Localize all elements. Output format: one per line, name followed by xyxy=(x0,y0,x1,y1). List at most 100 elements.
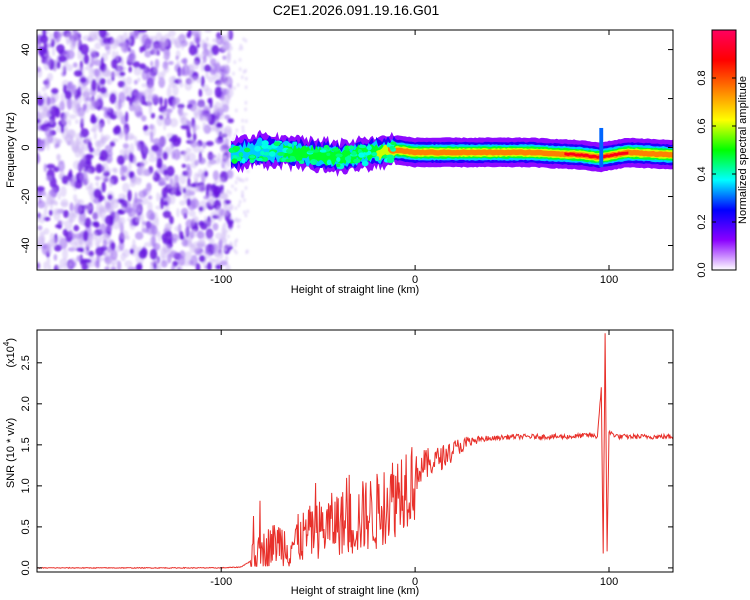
noise-blob xyxy=(80,113,85,124)
noise-blob xyxy=(174,225,182,232)
noise-blob xyxy=(122,165,128,173)
noise-blob xyxy=(95,140,101,152)
signal-speckle xyxy=(249,155,256,159)
noise-blob xyxy=(238,57,242,62)
noise-blob xyxy=(240,75,244,80)
noise-blob xyxy=(56,44,65,53)
noise-blob xyxy=(60,123,65,134)
noise-blob xyxy=(106,51,111,56)
colorbar-tick-label: 0.2 xyxy=(696,214,708,229)
noise-blob xyxy=(38,234,45,247)
noise-blob xyxy=(223,138,227,143)
noise-blob xyxy=(162,55,167,60)
noise-blob xyxy=(214,86,223,98)
noise-blob xyxy=(116,260,122,270)
noise-blob xyxy=(238,218,242,223)
noise-blob xyxy=(166,112,170,119)
noise-blob xyxy=(237,224,241,229)
noise-blob xyxy=(87,255,96,268)
noise-blob xyxy=(148,195,153,200)
noise-blob xyxy=(125,76,133,85)
noise-blob xyxy=(136,143,142,152)
signal-speckle xyxy=(238,151,244,158)
noise-blob xyxy=(192,142,201,153)
noise-blob xyxy=(147,201,153,213)
noise-blob xyxy=(132,208,137,219)
noise-blob xyxy=(140,212,144,224)
noise-blob xyxy=(234,180,238,185)
noise-blob xyxy=(97,84,101,93)
noise-blob xyxy=(100,57,104,68)
noise-blob xyxy=(204,30,213,33)
noise-blob xyxy=(202,141,207,149)
signal-speckle xyxy=(261,140,269,147)
noise-blob xyxy=(211,44,220,56)
noise-blob xyxy=(224,114,231,120)
noise-blob xyxy=(145,38,154,45)
noise-blob xyxy=(119,230,129,240)
noise-blob xyxy=(227,30,231,39)
noise-blob xyxy=(82,258,92,264)
noise-blob xyxy=(241,125,245,130)
signal-speckle xyxy=(351,150,357,156)
noise-blob xyxy=(98,30,107,39)
signal-band xyxy=(564,151,629,159)
noise-blob xyxy=(63,84,67,94)
noise-blob xyxy=(67,262,72,270)
signal-speckle xyxy=(319,149,327,153)
noise-blob xyxy=(147,222,153,230)
noise-blob xyxy=(242,37,246,42)
noise-blob xyxy=(127,217,131,222)
y-tick-label: 0.5 xyxy=(20,519,32,534)
noise-blob xyxy=(164,205,170,212)
noise-blob xyxy=(161,260,168,268)
noise-blob xyxy=(100,106,108,111)
noise-blob xyxy=(90,128,98,132)
snr-y-label: SNR (10 * v/v) xyxy=(5,418,17,488)
noise-blob xyxy=(226,88,230,93)
spectrogram-x-label: Height of straight line (km) xyxy=(291,284,419,296)
noise-blob xyxy=(37,225,43,231)
signal-speckle xyxy=(294,154,300,160)
noise-blob xyxy=(89,182,94,191)
noise-blob xyxy=(120,39,126,50)
noise-blob xyxy=(68,119,72,126)
noise-blob xyxy=(152,259,160,265)
chart-title: C2E1.2026.091.19.16.G01 xyxy=(273,2,440,18)
x-tick-label: 100 xyxy=(600,576,618,588)
noise-blob xyxy=(41,102,50,111)
snr-y-ticks: 0.0 0.5 1.0 1.5 2.0 2.5 xyxy=(20,355,673,576)
noise-blob xyxy=(198,157,206,165)
noise-blob xyxy=(53,208,61,215)
noise-blob xyxy=(172,139,181,147)
noise-blob xyxy=(186,198,191,207)
noise-blob xyxy=(106,246,112,253)
noise-blob xyxy=(166,108,173,114)
signal-speckle xyxy=(353,158,361,164)
noise-blob xyxy=(148,86,153,98)
noise-blob xyxy=(79,158,85,168)
noise-blob xyxy=(117,198,125,204)
noise-blob xyxy=(134,191,138,204)
noise-blob xyxy=(142,197,149,205)
noise-blob xyxy=(205,71,209,80)
noise-blob xyxy=(220,192,229,200)
noise-blob xyxy=(229,227,233,232)
noise-blob xyxy=(203,195,210,200)
noise-blob xyxy=(79,77,87,84)
snr-x-label: Height of straight line (km) xyxy=(291,585,419,597)
snr-scale-text: (x104) xyxy=(2,338,17,368)
noise-blob xyxy=(135,216,140,223)
noise-blob xyxy=(57,235,64,245)
noise-blob xyxy=(106,150,113,157)
noise-blob xyxy=(48,97,56,105)
noise-blob xyxy=(96,254,100,265)
noise-blob xyxy=(62,228,68,237)
noise-blob xyxy=(159,96,163,107)
y-tick-label: 0 xyxy=(20,144,32,150)
noise-blob xyxy=(123,154,128,161)
noise-blob xyxy=(244,85,248,90)
noise-blob xyxy=(74,233,83,239)
signal-speckle xyxy=(256,157,263,162)
noise-blob xyxy=(234,250,238,255)
